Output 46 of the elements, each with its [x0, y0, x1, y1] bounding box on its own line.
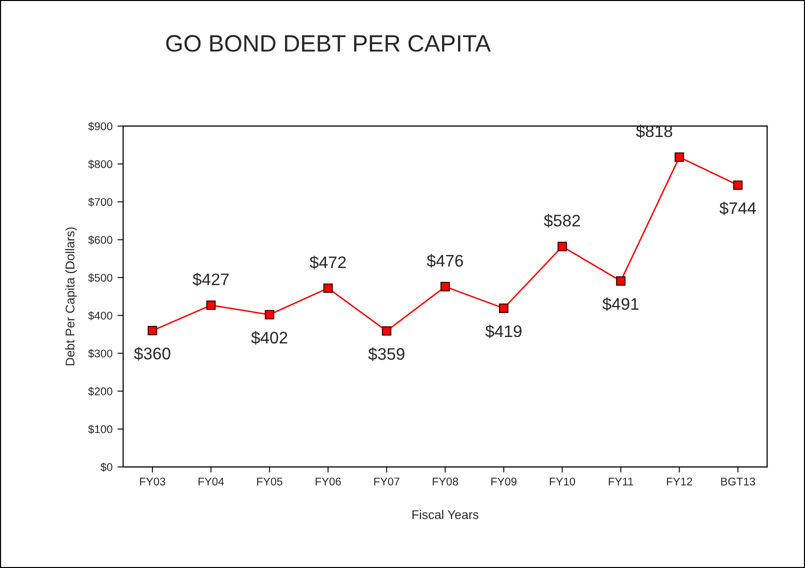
point	[616, 276, 626, 286]
x-tick-label: FY03	[140, 478, 166, 486]
data-label: $491	[602, 297, 639, 311]
data-label: $427	[192, 272, 229, 286]
point	[382, 326, 392, 336]
y-tick-label: $200	[88, 386, 112, 396]
x-tick-label: FY04	[198, 478, 224, 486]
data-label: $476	[426, 254, 463, 268]
point	[498, 304, 508, 313]
y-tick-label: $700	[88, 198, 112, 207]
y-tick-label: $800	[88, 160, 112, 169]
x-tick-label: FY11	[608, 478, 634, 486]
data-label: $359	[368, 347, 404, 361]
x-tick-label: FY12	[666, 478, 692, 486]
data-label: $472	[310, 256, 346, 270]
point	[733, 180, 743, 190]
y-tick-label: $300	[88, 349, 112, 358]
data-label: $419	[485, 324, 522, 338]
point	[264, 310, 274, 320]
x-tick-label: FY08	[432, 478, 458, 486]
point	[558, 242, 567, 252]
x-tick-label: FY07	[374, 478, 400, 486]
data-label: $360	[134, 346, 170, 360]
data-label: $818	[636, 124, 672, 138]
y-axis-title: Debt Per Capita (Dollars)	[65, 227, 77, 366]
point	[440, 282, 450, 292]
point	[148, 326, 158, 336]
point	[206, 300, 216, 310]
data-label: $582	[544, 214, 580, 228]
y-tick-label: $400	[88, 311, 112, 320]
x-axis-title: Fiscal Years	[412, 510, 478, 520]
chart-title: GO BOND DEBT PER CAPITA	[166, 35, 491, 52]
x-tick-label: FY09	[491, 478, 516, 486]
x-tick-label: BGT13	[721, 478, 756, 486]
y-tick-label: $900	[88, 122, 112, 131]
y-tick-label: $500	[88, 273, 112, 282]
x-tick-label: FY06	[316, 478, 341, 486]
x-tick-label: FY10	[550, 478, 576, 486]
data-label: $744	[720, 202, 756, 216]
y-tick-label: $100	[88, 424, 112, 434]
point	[674, 152, 684, 162]
y-tick-label: $600	[88, 235, 112, 244]
point	[323, 283, 333, 293]
x-tick-label: FY05	[257, 478, 282, 486]
y-tick-label: $0	[100, 462, 112, 472]
data-label: $402	[251, 331, 288, 345]
